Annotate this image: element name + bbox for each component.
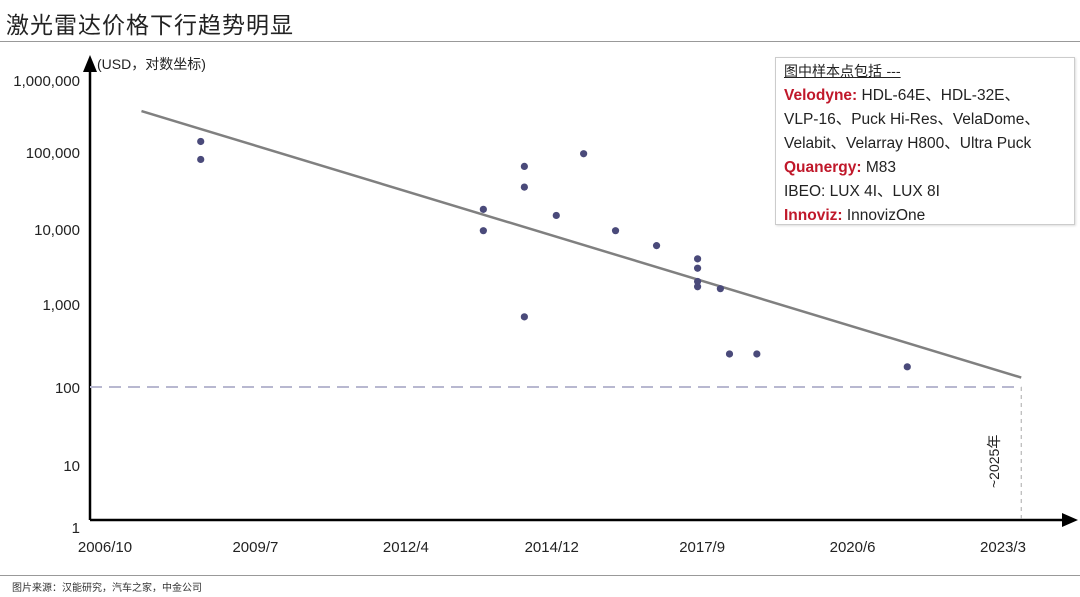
legend-entry: Innoviz: InnovizOne [784,204,1066,228]
legend-entry: IBEO: LUX 4I、LUX 8I [784,180,1066,204]
legend-entry: Velabit、Velarray H800、Ultra Puck [784,132,1066,156]
y-tick-label: 100,000 [26,145,80,162]
legend-models: M83 [861,159,896,176]
data-point [693,255,702,263]
source-note: 图片来源：汉能研究，汽车之家，中金公司 [12,583,202,594]
data-point [520,313,528,321]
legend-models: InnovizOne [842,207,926,224]
data-point [716,285,724,293]
legend-models: HDL-64E、HDL-32E、 [857,87,1021,104]
data-point [753,350,761,358]
legend-models: VLP-16、Puck Hi-Res、VelaDome、 [784,111,1040,128]
y-tick-label: 1 [72,520,80,537]
data-point [693,264,702,272]
scatter-chart: (USD，对数坐标) 1,000,000 100,000 10,000 1,000 100… [13,55,1078,556]
y-tick-label: 10 [63,458,80,475]
data-point [903,363,911,371]
annotation-2025: ~2025年 [986,435,1002,488]
trend-line [141,109,1022,379]
data-point [725,350,734,358]
data-point [693,277,702,286]
data-point [197,137,205,146]
data-point [652,242,661,250]
legend-entry: Quanergy: M83 [784,156,1066,180]
data-point [693,283,702,291]
data-point [197,155,205,164]
x-axis-arrow-icon [1062,513,1078,527]
data-point [479,227,487,235]
legend-entry: VLP-16、Puck Hi-Res、VelaDome、 [784,108,1066,132]
legend-brand: Innoviz: [784,207,843,224]
data-point [611,227,620,235]
data-point [580,150,588,158]
x-tick-label: 2009/7 [232,539,278,556]
legend-brand: Quanergy: [784,159,862,176]
y-tick-label: 1,000,000 [13,73,80,90]
y-tick-label: 1,000 [42,297,80,314]
y-axis-arrow-icon [83,55,97,72]
x-tick-label: 2017/9 [679,539,725,556]
legend-entry: Velodyne: HDL-64E、HDL-32E、 [784,84,1066,108]
footer-divider [0,575,1080,576]
data-point [479,205,487,213]
data-point [520,183,528,191]
page-title: 激光雷达价格下行趋势明显 [6,13,294,39]
y-tick-label: 10,000 [34,222,80,239]
legend-models: IBEO: LUX 4I、LUX 8I [784,183,940,200]
legend: 图中样本点包括 --- Velodyne: HDL-64E、HDL-32E、 VL… [775,57,1075,225]
data-point [552,211,560,220]
x-tick-label: 2023/3 [980,539,1026,556]
data-point [520,162,528,171]
title-divider [0,41,1080,42]
y-axis-label: (USD，对数坐标) [97,56,206,72]
x-tick-label: 2020/6 [830,539,876,556]
legend-brand: Velodyne: [784,87,858,104]
x-tick-label: 2014/12 [525,539,579,556]
x-tick-label: 2006/10 [78,539,132,556]
legend-models: Velabit、Velarray H800、Ultra Puck [784,135,1032,152]
x-tick-label: 2012/4 [383,539,429,556]
y-tick-label: 100 [55,380,80,397]
legend-heading: 图中样本点包括 --- [784,64,901,80]
